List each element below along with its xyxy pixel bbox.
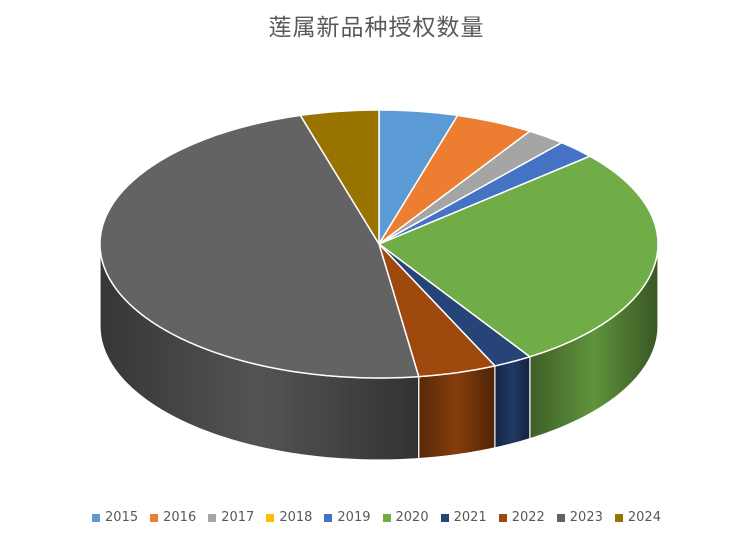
legend-swatch [150,513,159,522]
legend: 2015 2016 2017 2018 2019 2020 2021 2022 2023 2024 [0,510,753,525]
legend-item-2018: 2018 [266,510,312,525]
legend-swatch [266,513,275,522]
chart-title: 莲属新品种授权数量 [268,15,485,41]
legend-swatch [440,513,449,522]
legend-label: 2019 [337,510,371,525]
pie-slice-2020 [378,155,659,358]
legend-label: 2021 [453,510,487,525]
legend-item-2019: 2019 [324,510,371,525]
pie-slice-2024 [299,109,380,245]
legend-label: 2015 [105,510,139,525]
legend-label: 2017 [221,510,255,525]
legend-label: 2023 [569,510,603,525]
legend-item-2022: 2022 [498,510,545,525]
legend-item-2017: 2017 [208,510,254,525]
pie-slice-2016 [378,114,531,245]
pie-side-2022 [418,365,496,460]
legend-item-2020: 2020 [382,510,429,525]
legend-label: 2024 [627,510,661,525]
legend-label: 2018 [279,510,313,525]
pie-slice-2023 [99,114,420,379]
legend-swatch [556,513,565,522]
legend-item-2023: 2023 [556,510,603,525]
pie-side-2021 [494,355,531,449]
pie-chart [99,109,659,461]
legend-item-2016: 2016 [150,510,196,525]
legend-swatch [382,513,391,522]
legend-item-2024: 2024 [614,510,661,525]
legend-label: 2022 [511,510,545,525]
legend-swatch [614,513,623,522]
legend-item-2021: 2021 [440,510,487,525]
legend-label: 2020 [395,510,429,525]
legend-item-2015: 2015 [92,510,138,525]
pie-slice-2022 [378,243,496,378]
legend-swatch [208,513,217,522]
legend-swatch [498,513,507,522]
legend-swatch [92,513,101,522]
legend-swatch [324,513,333,522]
legend-label: 2016 [163,510,197,525]
